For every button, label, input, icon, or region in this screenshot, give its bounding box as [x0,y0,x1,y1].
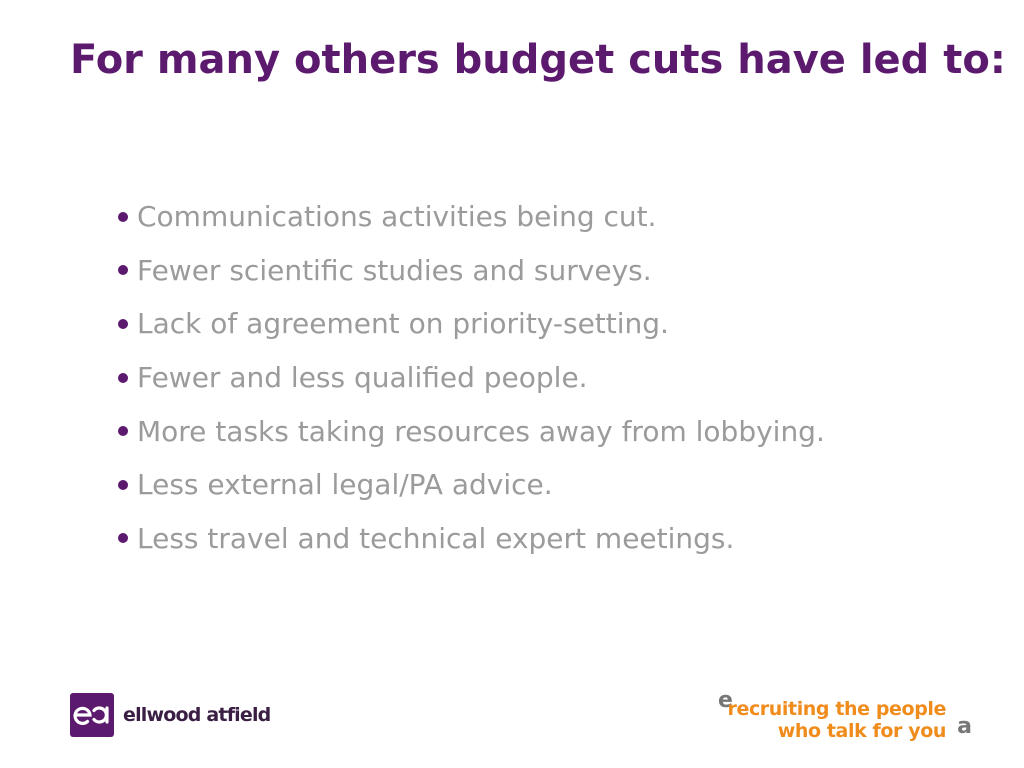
bullet-text: Lack of agreement on priority-setting. [137,307,669,341]
bullet-text: Less travel and technical expert meeting… [137,521,735,555]
company-logo: ellwood atfield [70,693,271,737]
bullet-text: Less external legal/PA advice. [137,468,553,502]
bullet-marker [118,372,128,383]
tagline-a-mark-icon: a [957,714,972,739]
bullet-text: Communications activities being cut. [137,200,657,234]
ea-monogram-icon [73,706,109,725]
bullet-marker [118,211,128,222]
list-item: Less travel and technical expert meeting… [114,512,825,566]
bullet-list: Communications activities being cut. Few… [114,190,825,565]
bullet-marker [118,426,128,437]
bullet-text: Fewer and less qualified people. [137,361,588,395]
tagline-line-1: recruiting the people [727,698,946,720]
tagline: e recruiting the people who talk for you… [718,688,974,748]
list-item: Lack of agreement on priority-setting. [114,297,825,351]
bullet-text: More tasks taking resources away from lo… [137,414,825,448]
bullet-text: Fewer scientific studies and surveys. [137,253,652,287]
bullet-marker [118,265,128,276]
list-item: Communications activities being cut. [114,190,825,244]
bullet-marker [118,533,128,544]
list-item: Fewer and less qualified people. [114,351,825,405]
bullet-marker [118,318,128,329]
logo-mark-icon [70,693,114,737]
list-item: Fewer scientific studies and surveys. [114,244,825,298]
list-item: More tasks taking resources away from lo… [114,404,825,458]
list-item: Less external legal/PA advice. [114,458,825,512]
tagline-e-mark-icon: e [718,688,733,713]
logo-wordmark: ellwood atfield [123,704,271,726]
tagline-line-2: who talk for you [777,720,947,742]
slide-title: For many others budget cuts have led to: [70,37,1006,83]
bullet-marker [118,479,128,490]
